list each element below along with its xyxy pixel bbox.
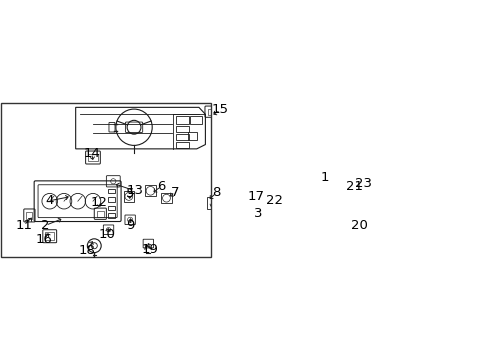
Text: 1: 1: [320, 171, 328, 184]
Text: 9: 9: [126, 219, 135, 232]
Bar: [144, 185, 156, 197]
Text: 14: 14: [83, 147, 100, 160]
Text: 21: 21: [346, 180, 363, 193]
Text: 10: 10: [99, 228, 116, 240]
Text: 20: 20: [350, 219, 367, 232]
Text: 7: 7: [170, 186, 179, 199]
Text: 19: 19: [142, 243, 159, 256]
Text: 13: 13: [126, 184, 143, 197]
Text: 16: 16: [36, 233, 52, 246]
Text: 22: 22: [265, 194, 283, 207]
Bar: [107, 189, 115, 193]
Text: 2: 2: [41, 219, 50, 232]
Text: 6: 6: [156, 180, 165, 193]
Bar: [123, 191, 134, 202]
Text: 17: 17: [247, 190, 264, 203]
Bar: [107, 197, 115, 202]
Text: 11: 11: [15, 219, 32, 232]
Text: 8: 8: [212, 186, 220, 199]
Text: 15: 15: [212, 103, 228, 116]
Text: 12: 12: [90, 196, 107, 209]
Text: 18: 18: [79, 244, 96, 257]
Text: 23: 23: [354, 177, 371, 190]
Text: 3: 3: [254, 207, 262, 220]
Bar: [206, 197, 224, 210]
Bar: [161, 193, 171, 203]
Text: 4: 4: [45, 194, 54, 207]
Bar: [107, 206, 115, 210]
Bar: [107, 213, 115, 218]
Text: 5: 5: [125, 187, 134, 200]
